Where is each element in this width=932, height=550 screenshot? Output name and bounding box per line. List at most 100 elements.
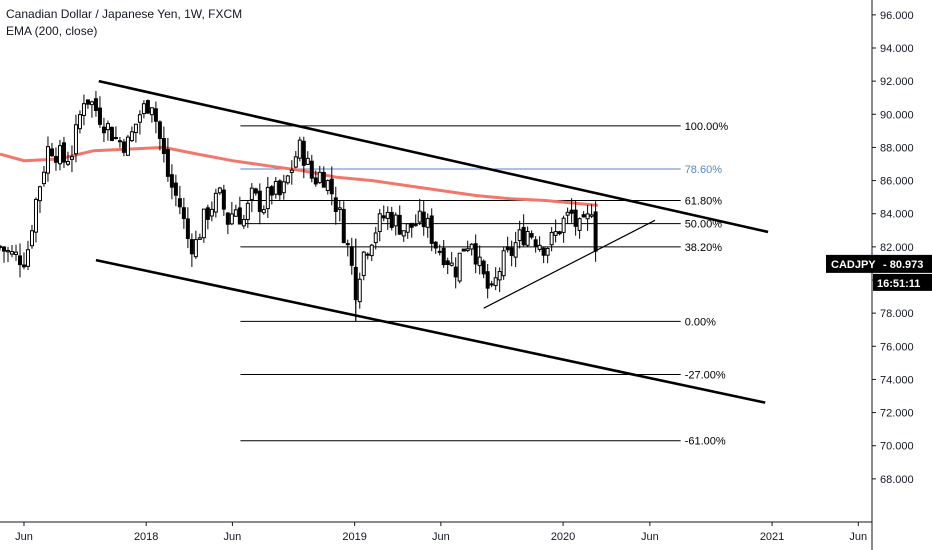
rising-support-line [483, 219, 656, 309]
candle-body [369, 244, 374, 257]
candle [25, 240, 30, 271]
candle [385, 206, 390, 230]
candle-body [105, 123, 110, 131]
candle-body [125, 136, 130, 156]
candle [549, 227, 554, 252]
price-tick-label: 74.000 [880, 374, 914, 386]
candle [525, 226, 530, 248]
candle-body [113, 136, 118, 139]
candle [293, 151, 298, 169]
candle [365, 252, 370, 260]
candle-body [361, 251, 366, 277]
fib-level-label: 0.00% [685, 316, 716, 328]
candle [0, 244, 2, 251]
candle [249, 183, 254, 213]
candle [545, 247, 550, 264]
candle [513, 231, 518, 268]
candle-body [209, 208, 214, 217]
candle-body [473, 243, 478, 265]
candle-body [141, 103, 146, 115]
candle-body [45, 146, 50, 174]
candle-body [501, 250, 506, 277]
candle [237, 196, 242, 225]
candle [145, 99, 150, 114]
candle [461, 248, 466, 252]
candle-body [421, 211, 426, 228]
chart-legend: Canadian Dollar / Japanese Yen, 1W, FXCM… [6, 6, 242, 40]
candle [117, 136, 122, 148]
candle-body [293, 156, 298, 168]
candle-body [205, 207, 210, 220]
candle-body [333, 197, 338, 212]
candle-body [349, 246, 354, 266]
symbol-title[interactable]: Canadian Dollar / Japanese Yen, 1W, FXCM [6, 7, 243, 21]
upper-channel-line [98, 79, 769, 234]
candle [157, 120, 162, 151]
fib-level-label: 61.80% [685, 195, 723, 207]
candle-body [161, 137, 166, 155]
candle-body [101, 126, 106, 134]
candle [205, 204, 210, 230]
lower-channel-line [95, 258, 766, 404]
candle [445, 257, 450, 275]
candle-body [229, 213, 234, 225]
candle [169, 164, 174, 200]
candle-body [49, 148, 54, 157]
trendlines[interactable] [95, 79, 769, 404]
candle-body [373, 232, 378, 244]
candle-body [253, 188, 258, 194]
candle [89, 100, 94, 118]
candle-body [13, 251, 18, 255]
time-tick-label: Jun [641, 531, 659, 543]
price-tick-label: 70.000 [880, 441, 914, 453]
candle [373, 226, 378, 250]
candle-body [565, 211, 570, 216]
candle [229, 202, 234, 226]
candle-body [17, 255, 22, 266]
candle [341, 201, 346, 244]
candle [477, 245, 482, 275]
candle-body [297, 139, 302, 159]
candle [85, 99, 90, 109]
candle-body [173, 182, 178, 196]
candle-body [1, 246, 6, 252]
candle-body [321, 171, 326, 188]
candle-body [345, 243, 350, 246]
indicator-label[interactable]: EMA (200, close) [6, 24, 98, 38]
candle [297, 136, 302, 162]
candle [17, 243, 22, 278]
candle-body [117, 140, 122, 143]
time-axis[interactable]: Jun 2018 Jun 2019 Jun 2020 Jun 2021 Jun [0, 521, 872, 543]
fib-level-label: -27.00% [685, 369, 726, 381]
candle-body [5, 250, 10, 253]
candle-body [545, 247, 550, 256]
candle-body [121, 141, 126, 153]
candle-body [433, 241, 438, 249]
candle-body [397, 214, 402, 235]
candle [189, 233, 194, 267]
time-tick-label: 2018 [134, 531, 158, 543]
candle-body [137, 114, 142, 123]
fibonacci-retracement[interactable]: 100.00% 78.60% 61.80% 50.00% 38.20% 0.00% -27.… [240, 121, 728, 448]
candle [241, 214, 246, 229]
candle [429, 208, 434, 252]
candle [317, 165, 322, 184]
candle [137, 110, 142, 135]
candle-body [241, 218, 246, 227]
candle [149, 107, 154, 123]
candle-body [69, 156, 74, 160]
candle-body [357, 278, 362, 303]
candle [333, 186, 338, 225]
candle-body [337, 207, 342, 210]
candle-body [309, 160, 314, 179]
candle-body [265, 186, 270, 210]
candle [465, 240, 470, 253]
candle [521, 214, 526, 247]
candle-body [257, 190, 262, 212]
candle-body [261, 209, 266, 214]
candle [277, 179, 282, 200]
candle [69, 145, 74, 173]
countdown-label: 16:51:11 [877, 278, 920, 290]
candle [537, 236, 542, 252]
